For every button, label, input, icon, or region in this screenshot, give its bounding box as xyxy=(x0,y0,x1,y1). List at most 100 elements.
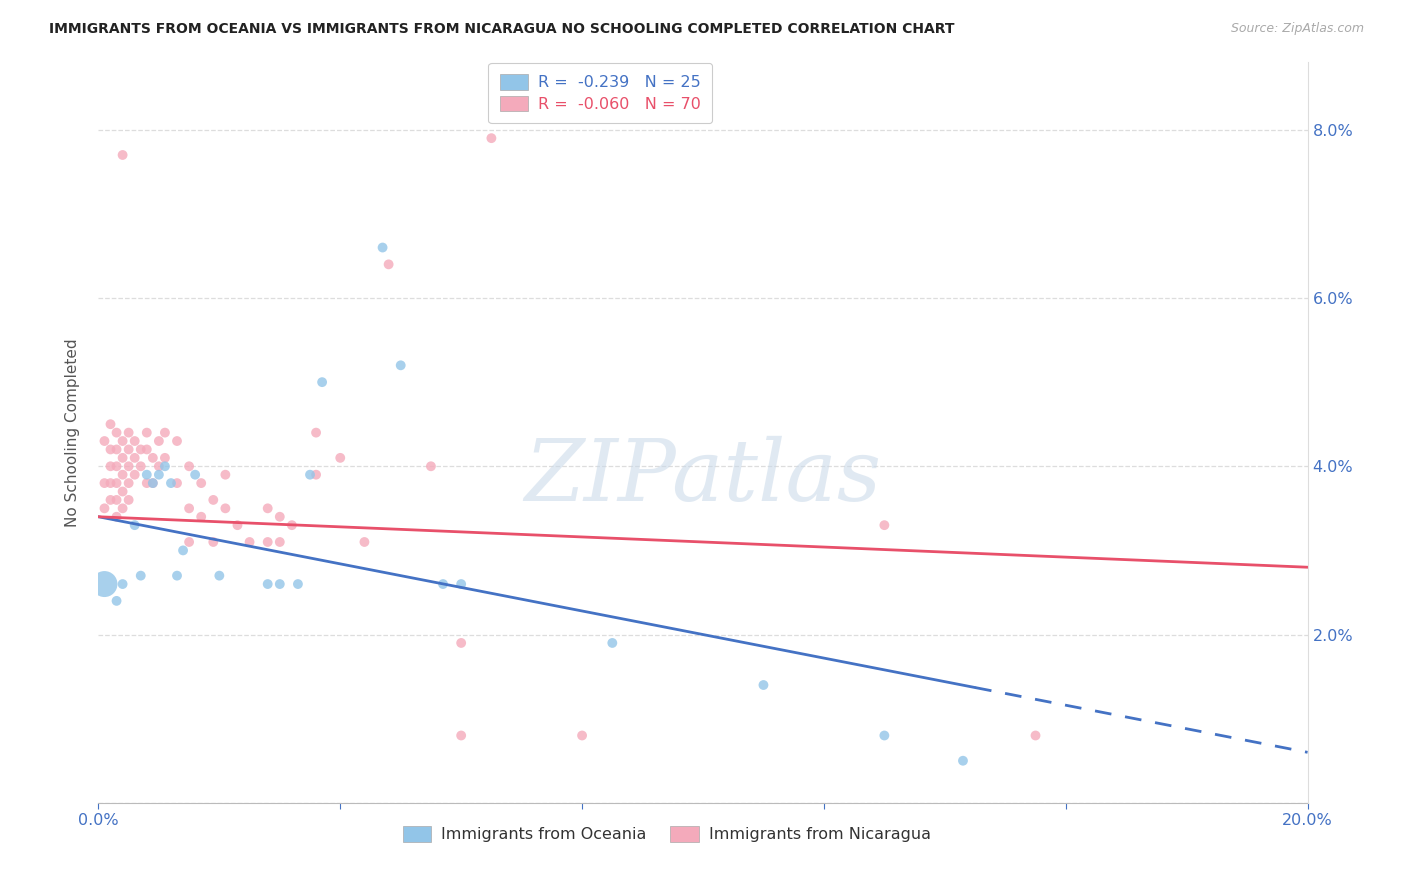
Point xyxy=(269,577,291,591)
Point xyxy=(873,729,896,743)
Point xyxy=(226,518,249,533)
Point xyxy=(93,434,115,448)
Point xyxy=(353,535,375,549)
Point xyxy=(135,476,157,491)
Point xyxy=(124,450,146,465)
Point xyxy=(202,492,225,507)
Point xyxy=(105,476,128,491)
Point xyxy=(752,678,775,692)
Text: Source: ZipAtlas.com: Source: ZipAtlas.com xyxy=(1230,22,1364,36)
Point xyxy=(153,450,176,465)
Point xyxy=(111,484,134,499)
Point xyxy=(111,434,134,448)
Point xyxy=(873,518,896,533)
Point xyxy=(124,518,146,533)
Point xyxy=(142,476,165,491)
Point xyxy=(111,148,134,162)
Point xyxy=(214,501,236,516)
Point xyxy=(105,492,128,507)
Point xyxy=(281,518,304,533)
Point xyxy=(571,729,593,743)
Point xyxy=(450,729,472,743)
Point xyxy=(148,459,170,474)
Point xyxy=(100,417,122,432)
Point xyxy=(93,501,115,516)
Point xyxy=(1024,729,1046,743)
Point xyxy=(256,501,278,516)
Point xyxy=(105,425,128,440)
Point xyxy=(166,476,188,491)
Point xyxy=(124,467,146,482)
Point xyxy=(105,594,128,608)
Point xyxy=(118,476,141,491)
Point xyxy=(135,467,157,482)
Point xyxy=(256,577,278,591)
Point xyxy=(389,359,412,373)
Text: IMMIGRANTS FROM OCEANIA VS IMMIGRANTS FROM NICARAGUA NO SCHOOLING COMPLETED CORR: IMMIGRANTS FROM OCEANIA VS IMMIGRANTS FR… xyxy=(49,22,955,37)
Point xyxy=(148,467,170,482)
Point xyxy=(105,459,128,474)
Point xyxy=(129,568,152,582)
Point xyxy=(100,476,122,491)
Point xyxy=(111,450,134,465)
Point xyxy=(105,509,128,524)
Point xyxy=(420,459,443,474)
Point xyxy=(179,459,201,474)
Point xyxy=(124,434,146,448)
Point xyxy=(329,450,352,465)
Point xyxy=(450,636,472,650)
Point xyxy=(118,442,141,457)
Point xyxy=(208,568,231,582)
Point xyxy=(105,442,128,457)
Point xyxy=(305,467,328,482)
Point xyxy=(129,459,152,474)
Point xyxy=(100,492,122,507)
Y-axis label: No Schooling Completed: No Schooling Completed xyxy=(65,338,80,527)
Point xyxy=(166,434,188,448)
Text: ZIPatlas: ZIPatlas xyxy=(524,435,882,518)
Point xyxy=(450,577,472,591)
Point xyxy=(100,442,122,457)
Point xyxy=(166,568,188,582)
Point xyxy=(305,425,328,440)
Point xyxy=(153,425,176,440)
Point xyxy=(148,434,170,448)
Point xyxy=(135,425,157,440)
Point xyxy=(179,501,201,516)
Point xyxy=(287,577,309,591)
Point xyxy=(129,442,152,457)
Point xyxy=(135,442,157,457)
Point xyxy=(202,535,225,549)
Point xyxy=(952,754,974,768)
Point xyxy=(377,257,399,271)
Point xyxy=(184,467,207,482)
Point xyxy=(214,467,236,482)
Point xyxy=(118,425,141,440)
Point xyxy=(179,535,201,549)
Point xyxy=(432,577,454,591)
Point xyxy=(160,476,183,491)
Point xyxy=(269,535,291,549)
Point xyxy=(111,501,134,516)
Legend: Immigrants from Oceania, Immigrants from Nicaragua: Immigrants from Oceania, Immigrants from… xyxy=(395,818,939,850)
Point xyxy=(118,492,141,507)
Point xyxy=(111,577,134,591)
Point xyxy=(371,240,394,255)
Point xyxy=(153,459,176,474)
Point xyxy=(481,131,503,145)
Point xyxy=(269,509,291,524)
Point xyxy=(93,577,115,591)
Point xyxy=(93,476,115,491)
Point xyxy=(239,535,262,549)
Point xyxy=(118,459,141,474)
Point xyxy=(256,535,278,549)
Point xyxy=(111,467,134,482)
Point xyxy=(142,476,165,491)
Point xyxy=(311,375,333,389)
Point xyxy=(190,476,212,491)
Point xyxy=(299,467,322,482)
Point xyxy=(190,509,212,524)
Point xyxy=(100,459,122,474)
Point xyxy=(602,636,624,650)
Point xyxy=(142,450,165,465)
